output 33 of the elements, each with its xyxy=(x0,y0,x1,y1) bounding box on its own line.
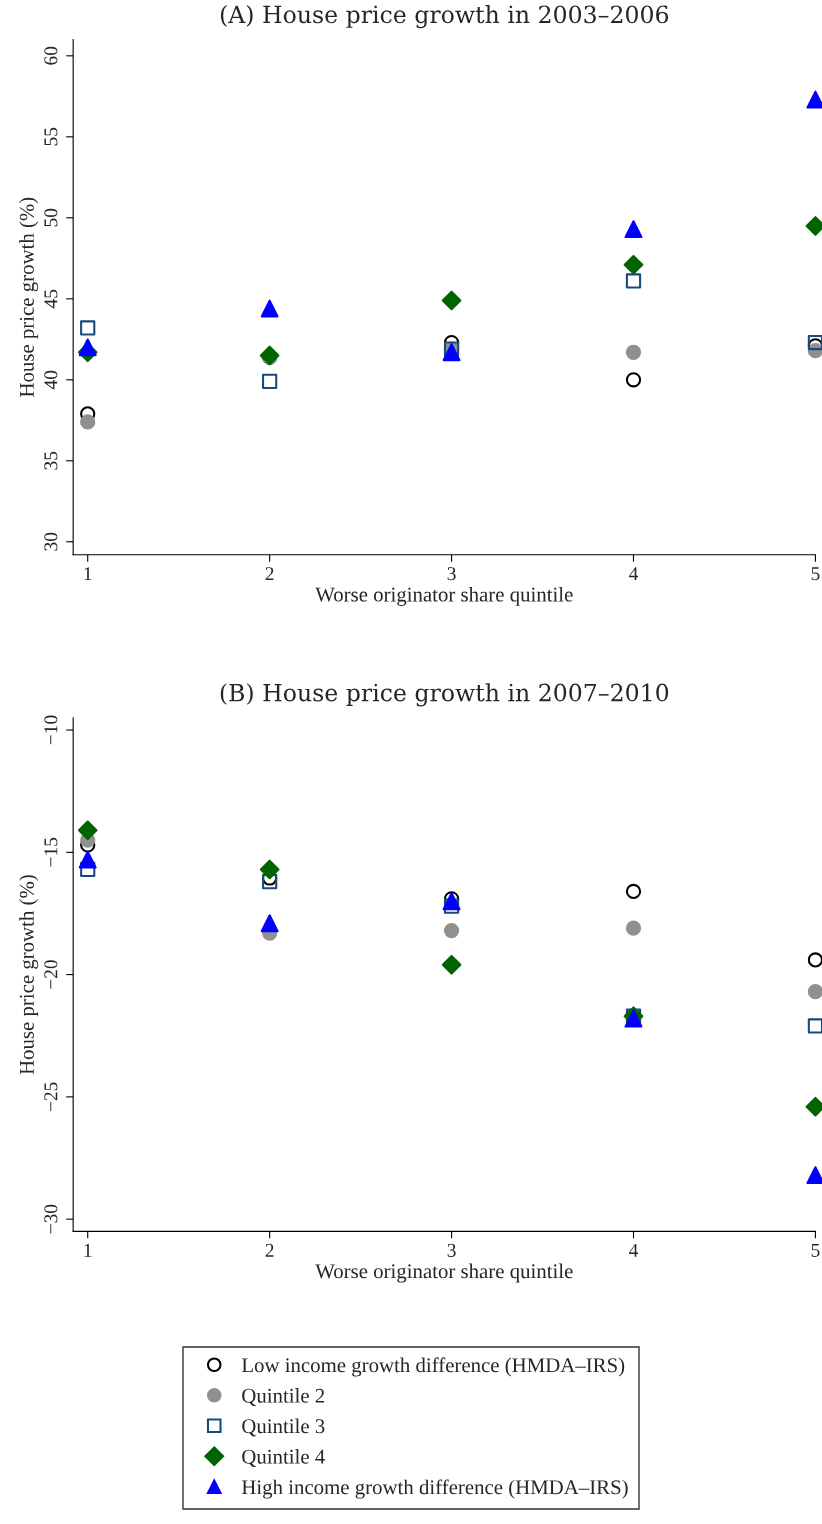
x-tick-label: 2 xyxy=(265,567,274,581)
legend-label: High income growth difference (HMDA–IRS) xyxy=(241,1479,628,1499)
y-tick-label: −10 xyxy=(44,715,58,745)
x-tick-label: 3 xyxy=(447,1243,456,1257)
y-tick-label: −25 xyxy=(44,1082,58,1112)
y-axis-title: House price growth (%) xyxy=(19,197,39,397)
x-tick-label: 4 xyxy=(629,567,639,581)
x-tick-label: 5 xyxy=(811,567,820,581)
y-tick-label: 35 xyxy=(44,451,58,470)
legend-label: Quintile 4 xyxy=(242,1449,325,1467)
y-tick-label: −15 xyxy=(44,837,58,867)
x-tick-label: 1 xyxy=(84,567,92,581)
y-tick-label: 60 xyxy=(44,46,58,65)
legend-label: Low income growth difference (HMDA–IRS) xyxy=(241,1357,625,1377)
chart-title: (A) House price growth in 2003–2006 xyxy=(220,5,669,29)
y-tick-label: −30 xyxy=(44,1204,58,1234)
y-axis-title: House price growth (%) xyxy=(19,875,39,1075)
x-tick-label: 2 xyxy=(265,1243,274,1257)
x-tick-label: 5 xyxy=(811,1243,820,1257)
x-tick-label: 1 xyxy=(84,1243,92,1257)
y-tick-label: 55 xyxy=(44,127,58,146)
legend-label: Quintile 2 xyxy=(242,1388,325,1406)
x-axis-title: Worse originator share quintile xyxy=(315,1263,573,1283)
x-tick-label: 3 xyxy=(447,567,456,581)
y-tick-label: 50 xyxy=(44,208,58,227)
y-tick-label: 30 xyxy=(44,532,58,551)
y-tick-label: 45 xyxy=(44,289,58,309)
x-axis-title: Worse originator share quintile xyxy=(315,586,573,606)
x-tick-label: 4 xyxy=(629,1243,639,1257)
y-tick-label: −20 xyxy=(44,960,58,989)
legend-label: Quintile 3 xyxy=(242,1418,325,1437)
y-tick-label: 40 xyxy=(44,370,58,390)
chart-title: (B) House price growth in 2007–2010 xyxy=(220,683,669,707)
